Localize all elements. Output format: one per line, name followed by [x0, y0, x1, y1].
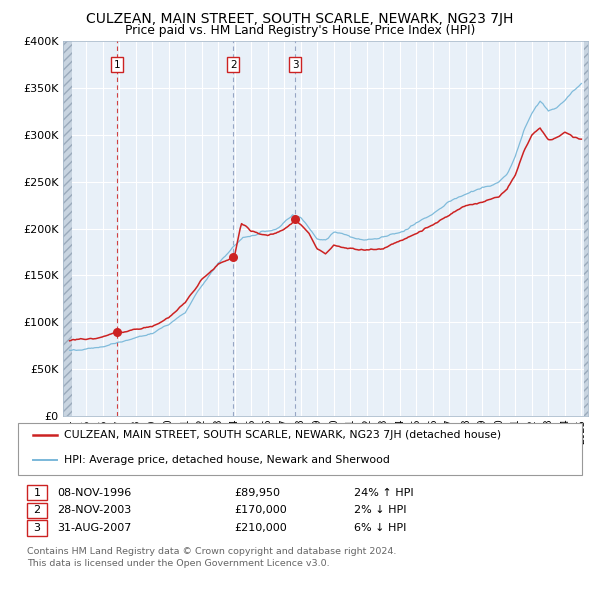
- Text: 3: 3: [34, 523, 40, 533]
- Text: 2: 2: [230, 60, 236, 70]
- Text: 3: 3: [292, 60, 299, 70]
- Text: Price paid vs. HM Land Registry's House Price Index (HPI): Price paid vs. HM Land Registry's House …: [125, 24, 475, 37]
- Text: 2% ↓ HPI: 2% ↓ HPI: [354, 506, 407, 515]
- Text: This data is licensed under the Open Government Licence v3.0.: This data is licensed under the Open Gov…: [27, 559, 329, 568]
- Bar: [63, 41, 72, 416]
- Bar: [584, 41, 589, 416]
- Text: 2: 2: [34, 506, 40, 515]
- Text: 08-NOV-1996: 08-NOV-1996: [57, 488, 131, 497]
- Text: 28-NOV-2003: 28-NOV-2003: [57, 506, 131, 515]
- Text: 24% ↑ HPI: 24% ↑ HPI: [354, 488, 413, 497]
- Text: 6% ↓ HPI: 6% ↓ HPI: [354, 523, 406, 533]
- Text: CULZEAN, MAIN STREET, SOUTH SCARLE, NEWARK, NG23 7JH (detached house): CULZEAN, MAIN STREET, SOUTH SCARLE, NEWA…: [64, 430, 502, 440]
- Text: 1: 1: [113, 60, 120, 70]
- Text: HPI: Average price, detached house, Newark and Sherwood: HPI: Average price, detached house, Newa…: [64, 455, 390, 465]
- Text: 31-AUG-2007: 31-AUG-2007: [57, 523, 131, 533]
- Text: £89,950: £89,950: [234, 488, 280, 497]
- Text: 1: 1: [34, 488, 40, 497]
- Text: CULZEAN, MAIN STREET, SOUTH SCARLE, NEWARK, NG23 7JH: CULZEAN, MAIN STREET, SOUTH SCARLE, NEWA…: [86, 12, 514, 26]
- Text: £210,000: £210,000: [234, 523, 287, 533]
- Text: £170,000: £170,000: [234, 506, 287, 515]
- Text: Contains HM Land Registry data © Crown copyright and database right 2024.: Contains HM Land Registry data © Crown c…: [27, 547, 397, 556]
